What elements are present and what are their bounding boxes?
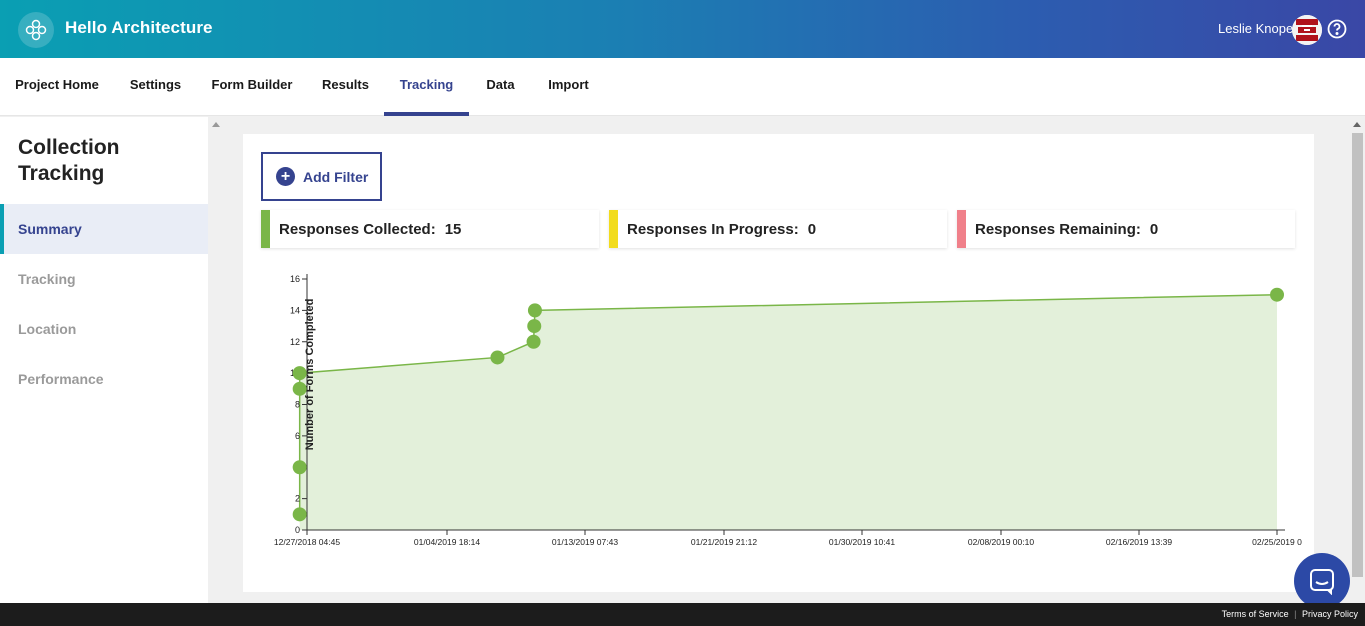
tab-results[interactable]: Results <box>322 77 369 92</box>
terms-link[interactable]: Terms of Service <box>1221 609 1289 619</box>
avatar[interactable] <box>1292 15 1322 45</box>
data-point <box>1270 287 1284 302</box>
x-tick-label: 01/13/2019 07:43 <box>552 537 618 547</box>
x-tick-label: 02/16/2019 13:39 <box>1106 537 1172 547</box>
clover-icon[interactable] <box>18 12 54 48</box>
tab-form-builder[interactable]: Form Builder <box>211 77 293 92</box>
sidebar-item-tracking[interactable]: Tracking <box>18 271 76 287</box>
data-point <box>292 460 307 475</box>
chat-button[interactable] <box>1294 553 1350 609</box>
sidebar-item-location[interactable]: Location <box>18 321 77 337</box>
vertical-scrollbar[interactable] <box>1350 117 1365 603</box>
stat-responses-remaining: Responses Remaining: 0 <box>957 210 1295 248</box>
tab-import[interactable]: Import <box>548 77 589 92</box>
x-tick-label: 01/21/2019 21:12 <box>691 537 757 547</box>
tab-project-home[interactable]: Project Home <box>15 77 99 92</box>
add-filter-button[interactable]: + Add Filter <box>261 152 382 201</box>
stat-color-bar <box>609 210 618 248</box>
footer-separator: | <box>1294 609 1297 619</box>
tab-data[interactable]: Data <box>486 77 515 92</box>
sidebar: Collection Tracking Summary Tracking Loc… <box>0 117 208 603</box>
add-filter-label: Add Filter <box>303 168 369 185</box>
data-point <box>527 319 542 334</box>
x-tick-label: 12/27/2018 04:45 <box>274 537 340 547</box>
plus-circle-icon: + <box>276 167 295 186</box>
y-tick-label: 2 <box>295 494 300 504</box>
y-tick-label: 16 <box>290 274 300 284</box>
tracking-summary-card: + Add Filter Responses Collected: 15 Res… <box>243 134 1314 592</box>
scroll-up-arrow-icon[interactable] <box>1353 122 1361 127</box>
data-point <box>292 381 307 396</box>
scroll-up-arrow-icon[interactable] <box>212 122 220 127</box>
tab-tracking[interactable]: Tracking <box>384 58 469 116</box>
sidebar-item-performance[interactable]: Performance <box>18 371 104 387</box>
x-tick-label: 02/08/2019 00:10 <box>968 537 1034 547</box>
stat-label: Responses In Progress: <box>627 220 799 238</box>
stat-responses-collected: Responses Collected: 15 <box>261 210 599 248</box>
stat-label: Responses Remaining: <box>975 220 1141 238</box>
privacy-link[interactable]: Privacy Policy <box>1301 609 1358 619</box>
data-point <box>490 350 505 365</box>
app-title[interactable]: Hello Architecture <box>65 18 213 37</box>
stat-color-bar <box>261 210 270 248</box>
user-name[interactable]: Leslie Knope <box>1218 21 1294 36</box>
x-tick-label: 02/25/2019 0 <box>1252 537 1302 547</box>
sidebar-item-summary[interactable]: Summary <box>0 204 208 254</box>
y-tick-label: 8 <box>295 400 300 410</box>
stat-value: 15 <box>444 220 462 238</box>
stat-value: 0 <box>807 220 817 238</box>
responses-over-time-chart: 024681012141612/27/2018 04:4501/04/2019 … <box>274 274 1302 547</box>
chat-icon <box>1310 569 1334 595</box>
x-tick-label: 01/30/2019 10:41 <box>829 537 895 547</box>
stat-responses-in-progress: Responses In Progress: 0 <box>609 210 947 248</box>
y-tick-label: 6 <box>295 431 300 441</box>
data-point <box>527 303 542 318</box>
data-point <box>292 366 307 381</box>
stat-label: Responses Collected: <box>279 220 436 238</box>
y-axis-label: Number of Forms Completed <box>304 299 316 451</box>
question-circle-icon[interactable] <box>1327 19 1347 39</box>
main-nav: Project Home Settings Form Builder Resul… <box>0 58 1365 116</box>
y-tick-label: 12 <box>290 337 300 347</box>
tab-settings[interactable]: Settings <box>129 77 182 92</box>
data-point <box>526 334 541 349</box>
top-header: Hello Architecture Leslie Knope <box>0 0 1365 58</box>
scrollbar-thumb[interactable] <box>1352 133 1363 577</box>
chart-area <box>299 294 1278 530</box>
sidebar-title: Collection Tracking <box>18 136 120 185</box>
stat-value: 0 <box>1149 220 1159 238</box>
y-tick-label: 14 <box>290 305 300 315</box>
stat-color-bar <box>957 210 966 248</box>
data-point <box>292 507 307 522</box>
x-tick-label: 01/04/2019 18:14 <box>414 537 480 547</box>
y-tick-label: 0 <box>295 525 300 535</box>
footer: Terms of Service | Privacy Policy <box>0 603 1365 626</box>
